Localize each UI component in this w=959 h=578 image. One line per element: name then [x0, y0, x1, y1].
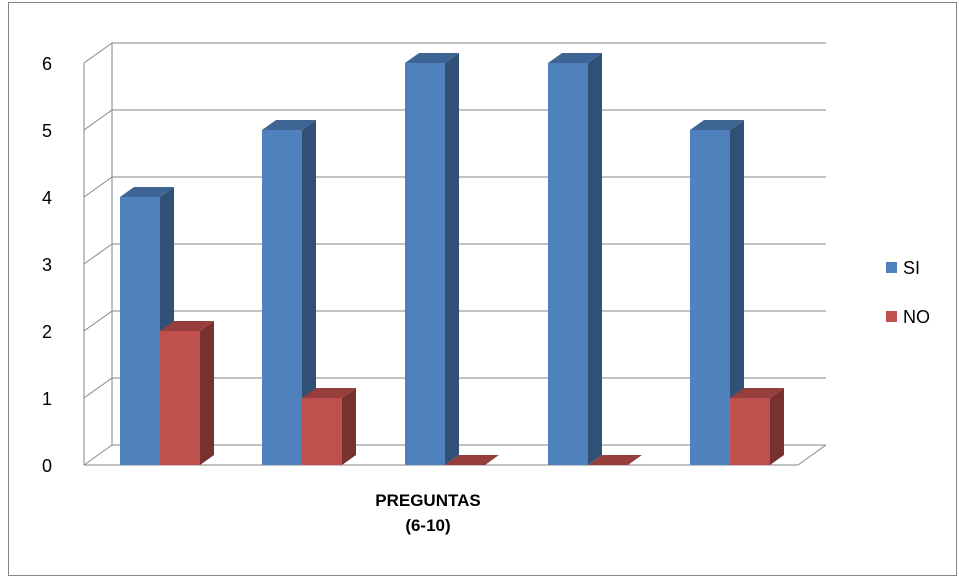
bars	[120, 53, 784, 465]
bar-si	[120, 187, 174, 465]
y-tick-label: 5	[42, 121, 52, 141]
bar-no	[588, 455, 642, 465]
gridline-diagonal	[83, 310, 113, 332]
gridline-diagonal	[83, 377, 113, 399]
gridline-diagonal	[83, 444, 113, 466]
bar-no	[302, 388, 356, 465]
y-tick-label: 4	[42, 188, 52, 208]
bar-si	[405, 53, 459, 465]
legend-item-si: SI	[886, 258, 920, 278]
bar-si	[690, 120, 744, 465]
legend: SI NO	[886, 258, 930, 327]
x-axis-title-line2: (6-10)	[405, 516, 450, 535]
legend-swatch	[886, 311, 897, 322]
legend-label: SI	[903, 258, 920, 278]
y-tick-label: 1	[42, 389, 52, 409]
y-tick-label: 6	[42, 54, 52, 74]
bar-si	[548, 53, 602, 465]
bar-no	[730, 388, 784, 465]
gridline-diagonal	[83, 109, 113, 131]
legend-label: NO	[903, 307, 930, 327]
bar-no	[160, 321, 214, 465]
bar-si	[262, 120, 316, 465]
y-tick-label: 2	[42, 322, 52, 342]
legend-swatch	[886, 262, 897, 273]
floor-edge-diagonal	[797, 444, 827, 466]
y-tick-label: 3	[42, 255, 52, 275]
x-axis-title-line1: PREGUNTAS	[375, 491, 480, 510]
legend-item-no: NO	[886, 307, 930, 327]
y-tick-label: 0	[42, 456, 52, 476]
gridline-diagonal	[83, 42, 113, 64]
gridline-diagonal	[83, 176, 113, 198]
gridline-diagonal	[83, 243, 113, 265]
bar-no	[445, 455, 499, 465]
y-axis-ticks: 0 1 2 3 4 5 6	[42, 54, 52, 476]
